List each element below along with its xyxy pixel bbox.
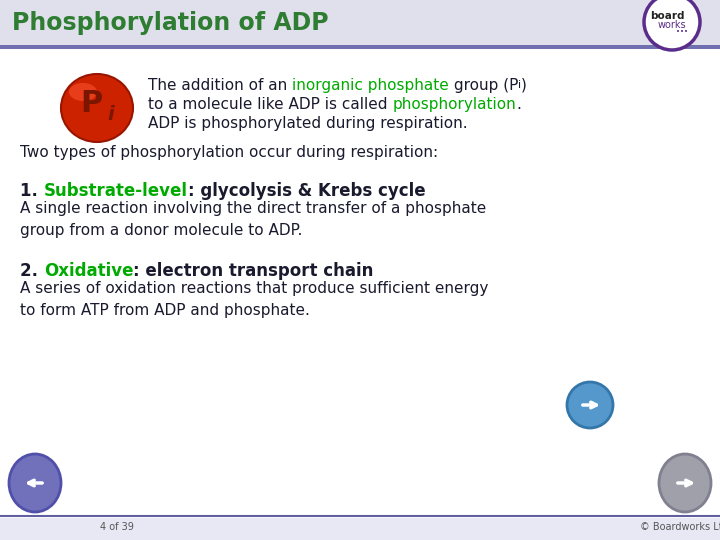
Text: The addition of an: The addition of an: [148, 78, 292, 93]
Text: Oxidative: Oxidative: [44, 262, 133, 280]
Ellipse shape: [9, 454, 61, 512]
Text: •••: •••: [676, 29, 688, 35]
Text: Substrate-level: Substrate-level: [44, 182, 188, 200]
Text: i: i: [108, 105, 114, 125]
Text: i: i: [518, 80, 521, 90]
Text: P: P: [80, 90, 102, 118]
Text: board: board: [649, 11, 684, 21]
Text: A single reaction involving the direct transfer of a phosphate
group from a dono: A single reaction involving the direct t…: [20, 201, 486, 238]
Text: Two types of phosphorylation occur during respiration:: Two types of phosphorylation occur durin…: [20, 145, 438, 160]
Text: 1.: 1.: [20, 182, 44, 200]
Text: Phosphorylation of ADP: Phosphorylation of ADP: [12, 11, 328, 35]
Text: ): ): [521, 78, 526, 93]
FancyBboxPatch shape: [0, 49, 720, 518]
Text: © Boardworks Ltd 2009: © Boardworks Ltd 2009: [640, 522, 720, 532]
Text: : glycolysis & Krebs cycle: : glycolysis & Krebs cycle: [188, 182, 426, 200]
Text: inorganic phosphate: inorganic phosphate: [292, 78, 449, 93]
Text: group (P: group (P: [449, 78, 518, 93]
Ellipse shape: [659, 454, 711, 512]
Ellipse shape: [69, 83, 97, 101]
Text: A series of oxidation reactions that produce sufficient energy
to form ATP from : A series of oxidation reactions that pro…: [20, 281, 488, 318]
Text: phosphorylation: phosphorylation: [392, 97, 516, 112]
Ellipse shape: [61, 74, 133, 142]
Text: to a molecule like ADP is called: to a molecule like ADP is called: [148, 97, 392, 112]
Text: works: works: [657, 20, 686, 30]
Text: 4 of 39: 4 of 39: [100, 522, 134, 532]
FancyBboxPatch shape: [0, 45, 720, 49]
Text: ADP is phosphorylated during respiration.: ADP is phosphorylated during respiration…: [148, 116, 467, 131]
Text: : electron transport chain: : electron transport chain: [133, 262, 374, 280]
Text: 2.: 2.: [20, 262, 44, 280]
Circle shape: [644, 0, 700, 50]
Ellipse shape: [567, 382, 613, 428]
FancyBboxPatch shape: [0, 0, 720, 45]
Text: .: .: [516, 97, 521, 112]
